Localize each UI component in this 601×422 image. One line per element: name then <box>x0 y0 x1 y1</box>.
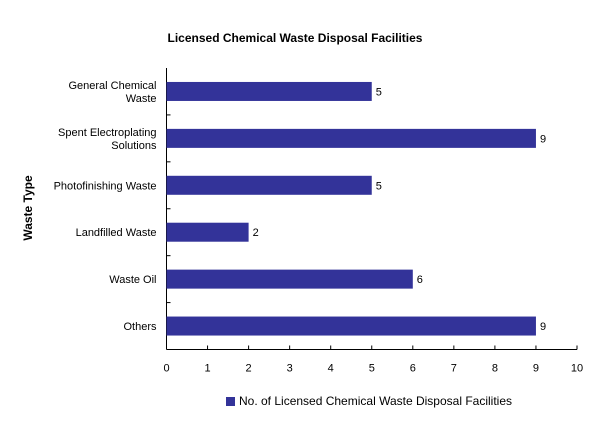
y-axis-label: Waste Type <box>21 175 35 241</box>
x-tick-label: 1 <box>204 363 210 375</box>
x-tick-label: 0 <box>163 363 169 375</box>
bar <box>166 128 536 148</box>
bar <box>166 81 372 101</box>
x-tick-label: 7 <box>451 363 457 375</box>
legend-label: No. of Licensed Chemical Waste Disposal … <box>239 394 512 408</box>
data-label: 9 <box>540 133 546 145</box>
y-tick-label: Landfilled Waste <box>76 227 157 239</box>
bar <box>166 269 413 289</box>
x-tick-label: 4 <box>328 363 334 375</box>
bar <box>166 316 536 336</box>
x-tick-label: 3 <box>287 363 293 375</box>
y-tick-label: Others <box>123 321 157 333</box>
y-tick-label: Photofinishing Waste <box>54 180 157 192</box>
data-label: 2 <box>253 227 259 239</box>
data-label: 9 <box>540 321 546 333</box>
chart-title: Licensed Chemical Waste Disposal Facilit… <box>168 31 423 45</box>
legend-swatch <box>226 397 235 406</box>
data-label: 5 <box>376 180 382 192</box>
bar <box>166 222 249 242</box>
x-tick-label: 5 <box>369 363 375 375</box>
y-tick-label: Waste Oil <box>109 274 156 286</box>
x-tick-label: 2 <box>246 363 252 375</box>
data-label: 5 <box>376 86 382 98</box>
x-tick-label: 10 <box>571 363 583 375</box>
bar <box>166 175 372 195</box>
y-tick-label: Spent Electroplating Solutions <box>58 127 157 152</box>
y-tick-label: General Chemical Waste <box>68 80 156 105</box>
x-tick-label: 9 <box>533 363 539 375</box>
data-label: 6 <box>417 274 423 286</box>
x-tick-label: 8 <box>492 363 498 375</box>
x-tick-label: 6 <box>410 363 416 375</box>
